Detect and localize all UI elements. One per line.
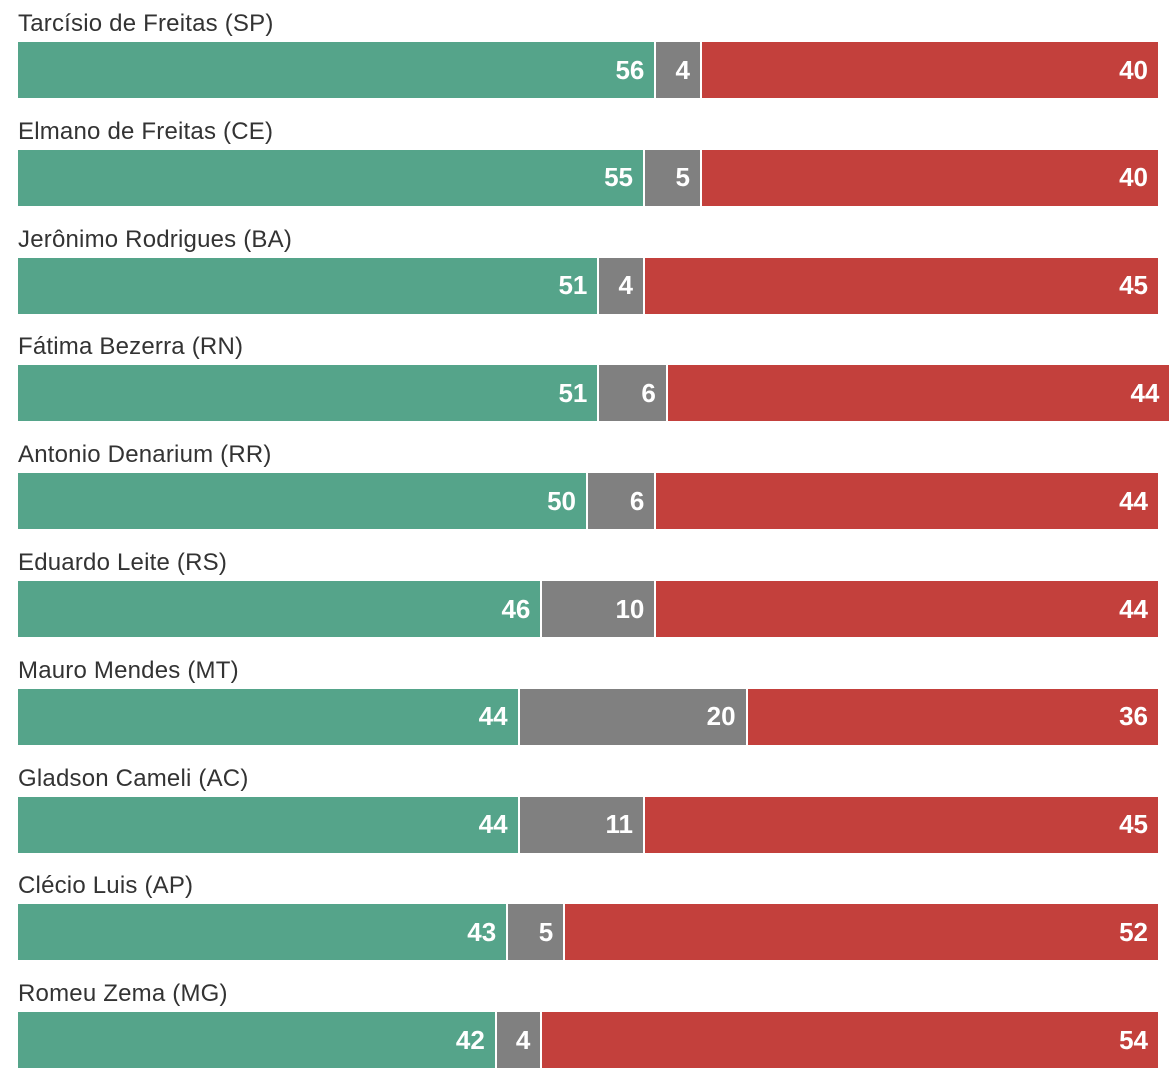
bar-row: Jerônimo Rodrigues (BA) 51 4 45 <box>0 216 1170 324</box>
bar-segment-1: 6 <box>599 365 666 422</box>
bar-segment-0: 44 <box>18 688 518 745</box>
bar-row: Fátima Bezerra (RN) 51 6 44 <box>0 323 1170 431</box>
bar-segment-1: 5 <box>645 149 700 206</box>
bar-segment-1: 4 <box>656 42 700 98</box>
bar-segment-0: 46 <box>18 581 541 637</box>
bar-segment-2: 45 <box>645 796 1158 853</box>
category-label: Clécio Luis (AP) <box>18 872 194 900</box>
bar-segment-1: 11 <box>519 796 643 853</box>
bar-segment-0: 55 <box>18 149 643 206</box>
bar-segment-0: 56 <box>18 42 655 98</box>
bar-segment-2: 44 <box>667 365 1170 422</box>
bar-row: Elmano de Freitas (CE) 55 5 40 <box>0 108 1170 216</box>
bar-segment-1: 6 <box>588 473 655 530</box>
category-label: Tarcísio de Freitas (SP) <box>18 10 274 37</box>
bar-segment-0: 51 <box>18 257 598 314</box>
category-label: Eduardo Leite (RS) <box>18 549 228 576</box>
bar-segment-2: 45 <box>645 257 1158 314</box>
category-label: Mauro Mendes (MT) <box>18 656 239 684</box>
bar-row: Romeu Zema (MG) 42 4 54 <box>0 970 1170 1078</box>
bar-segment-2: 40 <box>702 42 1158 98</box>
bar-segment-0: 43 <box>18 904 507 961</box>
bar-segment-2: 36 <box>747 688 1158 745</box>
bar-segment-1: 4 <box>599 257 643 314</box>
category-label: Elmano de Freitas (CE) <box>18 117 274 145</box>
category-label: Gladson Cameli (AC) <box>18 764 249 792</box>
bar-segment-2: 44 <box>656 581 1158 637</box>
category-label: Jerônimo Rodrigues (BA) <box>18 225 293 253</box>
bar-segment-1: 10 <box>542 581 655 637</box>
category-label: Romeu Zema (MG) <box>18 980 228 1008</box>
bar-segment-0: 42 <box>18 1012 495 1069</box>
bar-row: Clécio Luis (AP) 43 5 52 <box>0 862 1170 970</box>
bar-row: Antonio Denarium (RR) 50 6 44 <box>0 431 1170 539</box>
bar-row: Eduardo Leite (RS) 46 10 44 <box>0 539 1170 647</box>
bar-row: Gladson Cameli (AC) 44 11 45 <box>0 755 1170 863</box>
category-label: Fátima Bezerra (RN) <box>18 333 244 361</box>
bar-row: Mauro Mendes (MT) 44 20 36 <box>0 647 1170 755</box>
bar-segment-2: 44 <box>656 473 1158 530</box>
bar-segment-1: 20 <box>519 688 746 745</box>
bar-segment-0: 50 <box>18 473 586 530</box>
bar-segment-1: 4 <box>496 1012 541 1069</box>
bar-segment-2: 40 <box>702 149 1158 206</box>
bar-row: Tarcísio de Freitas (SP) 56 4 40 <box>0 0 1170 108</box>
bar-segment-1: 5 <box>508 904 564 961</box>
bar-segment-0: 51 <box>18 365 598 422</box>
bar-segment-2: 54 <box>542 1012 1158 1069</box>
bar-segment-2: 52 <box>565 904 1158 961</box>
category-label: Antonio Denarium (RR) <box>18 441 272 469</box>
bar-segment-0: 44 <box>18 796 518 853</box>
